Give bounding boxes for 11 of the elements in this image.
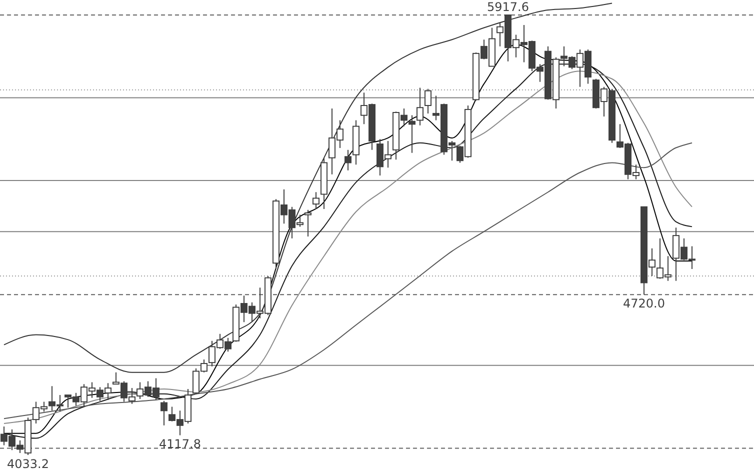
candlestick — [304, 209, 312, 237]
annotation: 4033.2 — [7, 457, 49, 471]
candlestick — [416, 87, 424, 126]
annotation: 4117.8 — [159, 437, 201, 452]
candlestick — [408, 114, 416, 154]
candlestick — [424, 88, 432, 114]
candlestick — [160, 400, 168, 426]
candlestick — [344, 149, 352, 171]
annotation: 4720.0 — [623, 296, 665, 311]
annotation: 5917.6 — [487, 0, 529, 14]
candlestick — [312, 192, 320, 210]
